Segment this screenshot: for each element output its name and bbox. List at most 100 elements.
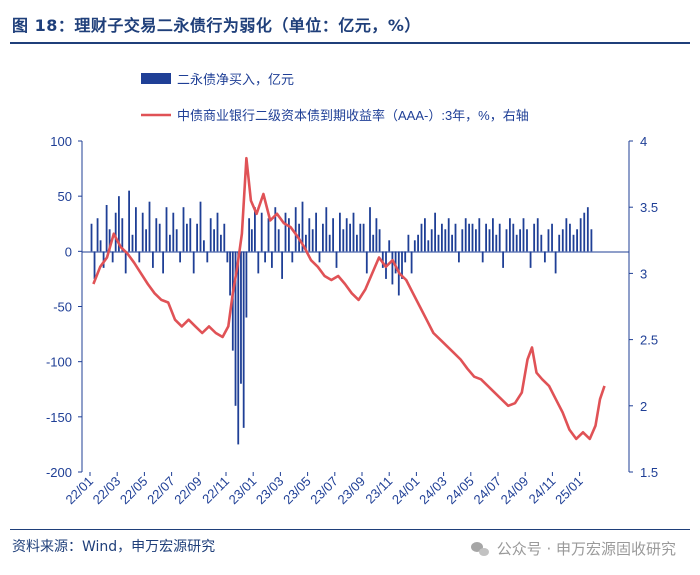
bar	[471, 223, 474, 252]
bar	[90, 223, 93, 252]
bar	[498, 223, 501, 252]
x-tick-label: 23/05	[280, 474, 314, 508]
x-tick-label: 24/01	[389, 474, 423, 508]
legend-bar-label: 二永债净买入，亿元	[177, 72, 294, 87]
x-tick-label: 22/11	[199, 474, 232, 507]
bar	[407, 234, 410, 252]
bar	[240, 251, 242, 384]
bar	[478, 218, 481, 252]
bar	[99, 240, 102, 252]
bar	[447, 218, 450, 252]
bar	[105, 204, 108, 252]
bar	[430, 229, 433, 252]
bar	[485, 223, 487, 252]
bar	[213, 229, 215, 252]
line-series-yield	[92, 156, 606, 441]
left-axis-ticks: 100 50 0 -50 -100 -150 -200	[46, 134, 82, 480]
bar	[242, 251, 245, 428]
bar	[576, 229, 578, 252]
bar	[391, 251, 394, 285]
bar	[579, 218, 582, 252]
bar	[536, 218, 539, 252]
bar	[475, 229, 477, 252]
bar	[152, 251, 154, 268]
watermark: 公众号 · 申万宏源固收研究	[470, 538, 676, 559]
bar	[220, 234, 222, 252]
bar	[281, 251, 283, 279]
bar	[468, 223, 470, 252]
bar	[424, 218, 426, 252]
bar	[359, 223, 362, 252]
right-axis-ticks: 4 3.5 3 2.5 2 1.5	[629, 134, 658, 480]
x-tick-label: 23/03	[253, 474, 287, 508]
chart-area: 二永债净买入，亿元 中债商业银行二级资本债到期收益率（AAA-）:3年，%，右轴…	[46, 72, 658, 507]
bar	[277, 229, 280, 252]
bar	[551, 223, 553, 252]
right-tick-label: 3.5	[640, 200, 658, 215]
bar	[141, 212, 144, 252]
bar	[540, 234, 543, 252]
bar	[558, 234, 561, 252]
bar	[257, 251, 260, 274]
bar	[381, 251, 384, 268]
bar	[226, 251, 229, 263]
bar	[145, 229, 147, 252]
bar	[502, 251, 504, 268]
bar	[572, 234, 575, 252]
bar	[271, 251, 273, 268]
x-tick-label: 24/07	[471, 474, 505, 508]
left-tick-label: 100	[50, 134, 72, 149]
bar	[590, 229, 593, 252]
x-axis-ticks: 22/0122/0322/0522/0722/0922/1123/0123/03…	[63, 472, 586, 507]
x-tick-label: 24/03	[416, 474, 450, 508]
bar	[158, 223, 161, 252]
bar	[131, 234, 134, 252]
left-tick-label: -150	[46, 410, 72, 425]
bar	[206, 251, 209, 263]
watermark-text: 公众号 · 申万宏源固收研究	[496, 540, 676, 558]
x-tick-label: 23/07	[307, 474, 341, 508]
bar	[401, 251, 403, 279]
bar	[458, 251, 460, 263]
bar	[464, 218, 467, 252]
bar	[172, 212, 175, 252]
bar-series-net-buy	[90, 190, 593, 445]
bar	[165, 207, 168, 252]
bar	[394, 251, 397, 274]
bar	[378, 229, 381, 252]
bar	[148, 201, 151, 252]
bar	[254, 207, 256, 252]
x-tick-label: 22/03	[90, 474, 124, 508]
bar	[138, 251, 141, 263]
bar	[108, 229, 111, 252]
left-tick-label: 50	[58, 189, 72, 204]
bar	[155, 218, 158, 252]
bar	[543, 251, 546, 263]
bar	[118, 196, 120, 252]
bar	[413, 240, 416, 252]
bar	[335, 251, 338, 268]
bar	[332, 218, 334, 252]
x-tick-label: 23/01	[226, 474, 260, 508]
bar	[454, 223, 457, 252]
x-tick-label: 22/05	[117, 474, 151, 508]
figure-title: 图 18：理财子交易二永债行为弱化（单位：亿元，%）	[12, 16, 421, 35]
bar	[505, 229, 508, 252]
bar	[565, 218, 568, 252]
title-divider	[10, 42, 690, 44]
x-tick-label: 22/07	[144, 474, 178, 508]
bar	[196, 223, 198, 252]
bar	[404, 251, 407, 263]
bar	[209, 218, 212, 252]
bar	[569, 223, 571, 252]
bar	[264, 251, 266, 263]
bar	[124, 251, 127, 274]
right-tick-label: 4	[640, 134, 647, 149]
x-tick-label: 23/09	[335, 474, 369, 508]
bar	[260, 212, 263, 252]
left-tick-label: -200	[46, 465, 72, 480]
bar	[318, 251, 321, 263]
bar	[121, 218, 124, 252]
bar	[328, 234, 331, 252]
left-tick-label: 0	[65, 244, 72, 259]
